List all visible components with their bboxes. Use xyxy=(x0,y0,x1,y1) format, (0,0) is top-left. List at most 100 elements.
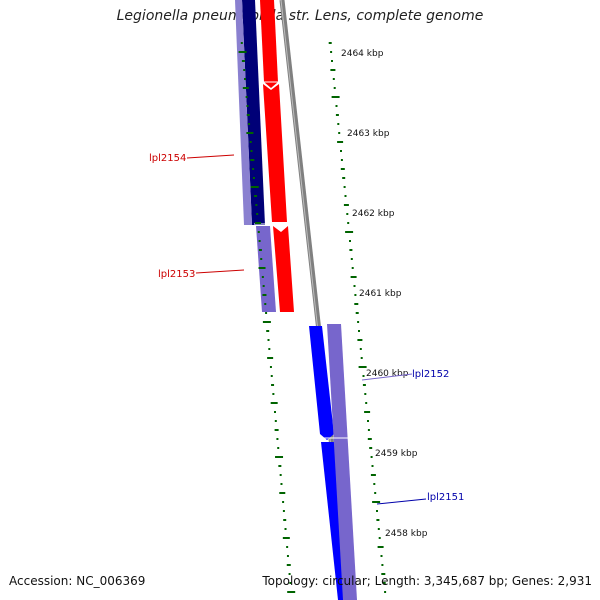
gc-skew-right-dash xyxy=(331,96,340,98)
gene-label-lpl2154: lpl2154 xyxy=(149,153,186,164)
gc-skew-left-dash xyxy=(275,456,284,458)
gc-skew-right-dash xyxy=(376,510,378,512)
gc-skew-right-dash xyxy=(337,141,344,143)
leader-lpl2151 xyxy=(376,498,427,505)
gc-skew-left-dash xyxy=(264,303,267,305)
gc-skew-left-dash xyxy=(252,168,255,170)
gc-skew-left-dash xyxy=(279,474,282,476)
gc-skew-left-dash xyxy=(279,492,286,494)
gc-skew-right-dash xyxy=(354,303,359,305)
gene-label-lpl2152: lpl2152 xyxy=(412,369,449,380)
gc-skew-right-dash xyxy=(373,483,376,485)
tick-label-2458: 2458 kbp xyxy=(385,529,428,539)
gc-skew-left-dash xyxy=(277,447,280,449)
gc-skew-left-dash xyxy=(245,96,248,98)
gc-skew-right-dash xyxy=(376,519,380,521)
gc-skew-right-dash xyxy=(357,321,360,323)
gc-skew-left-dash xyxy=(256,213,259,215)
gc-skew-right-dash xyxy=(338,132,341,134)
gc-skew-left xyxy=(238,42,296,593)
gc-skew-right-dash xyxy=(349,249,353,251)
gc-skew-left-dash xyxy=(246,114,250,116)
gc-skew-right-dash xyxy=(358,330,360,332)
gc-skew-right-dash xyxy=(378,537,381,539)
gc-skew-left-dash xyxy=(268,348,271,350)
gc-skew-left-dash xyxy=(288,573,291,575)
gc-skew-right-dash xyxy=(382,582,386,584)
gc-skew-right-dash xyxy=(337,123,340,125)
gc-skew-right-dash xyxy=(380,555,383,557)
gc-skew-left-dash xyxy=(252,177,255,179)
gc-skew-left-dash xyxy=(265,312,268,314)
gc-skew-left-dash xyxy=(271,384,275,386)
gc-skew-left-dash xyxy=(284,528,287,530)
gc-skew-right-dash xyxy=(371,465,374,467)
gc-skew-right-dash xyxy=(362,375,365,377)
gc-skew-right-dash xyxy=(340,150,342,152)
gc-skew-left-dash xyxy=(274,420,277,422)
gc-skew-left-dash xyxy=(240,42,243,44)
gc-skew-left-dash xyxy=(276,438,279,440)
gc-skew-right-dash xyxy=(370,456,373,458)
gc-skew-left-dash xyxy=(282,510,285,512)
gc-skew-right-dash xyxy=(369,447,373,449)
topology-summary: Topology: circular; Length: 3,345,687 bp… xyxy=(262,574,592,588)
leader-lpl2153 xyxy=(195,269,245,274)
tick-label-2462: 2462 kbp xyxy=(352,209,395,219)
gc-skew-right-dash xyxy=(364,411,371,413)
gc-skew-right-dash xyxy=(340,159,343,161)
tick-label-2461: 2461 kbp xyxy=(359,289,402,299)
dark-cds-band xyxy=(242,0,265,225)
gc-skew-right-dash xyxy=(343,186,346,188)
gc-skew-right-dash xyxy=(372,501,381,503)
gc-skew-left-dash xyxy=(250,150,253,152)
tick-label-2463: 2463 kbp xyxy=(347,129,390,139)
gc-skew-left-dash xyxy=(286,564,291,566)
gc-skew-right-dash xyxy=(381,573,386,575)
gc-skew-right-dash xyxy=(384,591,387,593)
gc-skew-left-dash xyxy=(269,366,272,368)
gene-label-lpl2153: lpl2153 xyxy=(158,269,195,280)
gc-skew-right-dash xyxy=(331,60,333,62)
gc-skew-left-dash xyxy=(283,519,287,521)
gc-skew-right-dash xyxy=(367,429,370,431)
gc-skew-right-dash xyxy=(333,87,336,89)
gc-skew-left-dash xyxy=(262,285,265,287)
gc-skew-left-dash xyxy=(254,222,261,224)
gc-skew-right xyxy=(328,42,387,593)
gc-skew-left-dash xyxy=(272,393,275,395)
gc-skew-left-dash xyxy=(267,357,274,359)
gc-skew-left-dash xyxy=(267,339,270,341)
gc-skew-right-dash xyxy=(346,213,349,215)
gc-skew-right-dash xyxy=(330,69,336,71)
orf-band-lower xyxy=(256,226,276,312)
orf-band-right xyxy=(327,324,357,600)
gc-skew-left-dash xyxy=(242,87,249,89)
gc-skew-right-dash xyxy=(330,51,333,53)
gc-skew-right-dash xyxy=(347,222,350,224)
gc-skew-left-dash xyxy=(286,555,289,557)
gc-skew-right-dash xyxy=(345,231,354,233)
gene-arrow-lpl2154 xyxy=(260,0,278,88)
gc-skew-right-dash xyxy=(344,195,347,197)
gc-skew-right-dash xyxy=(358,366,367,368)
gc-skew-left-dash xyxy=(280,483,283,485)
orf-band-left xyxy=(235,0,252,225)
gc-skew-right-dash xyxy=(357,339,363,341)
gc-skew-left-dash xyxy=(282,537,290,539)
gc-skew-left-dash xyxy=(278,465,282,467)
gc-skew-right-dash xyxy=(332,78,335,80)
gc-skew-left-dash xyxy=(254,195,258,197)
gc-skew-right-dash xyxy=(335,114,339,116)
gc-skew-left-dash xyxy=(274,429,279,431)
gc-skew-left-dash xyxy=(257,231,260,233)
tick-label-2459: 2459 kbp xyxy=(375,449,418,459)
gene-arrow-lpl2152 xyxy=(309,326,334,440)
gc-skew-right-dash xyxy=(362,384,366,386)
gc-skew-right-dash xyxy=(359,348,362,350)
gc-skew-left-dash xyxy=(287,591,296,593)
leader-lpl2152 xyxy=(361,373,413,381)
gc-skew-right-dash xyxy=(328,42,332,44)
gc-skew-right-dash xyxy=(370,474,376,476)
